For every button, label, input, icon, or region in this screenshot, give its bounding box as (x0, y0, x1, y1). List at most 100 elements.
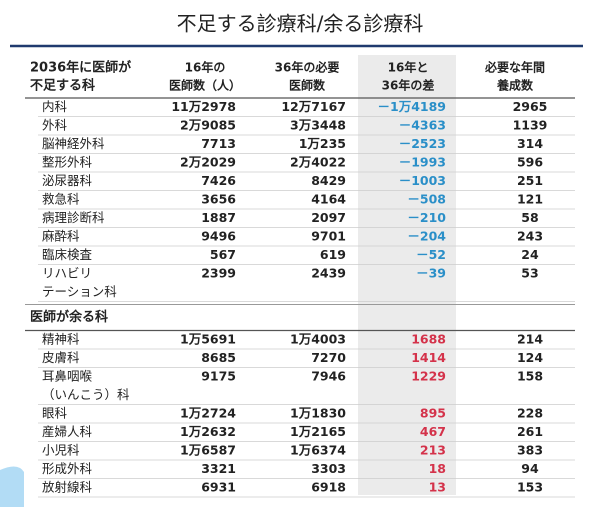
cell: －39 (416, 265, 446, 280)
row-name: テーション科 (42, 284, 117, 299)
cell: 1229 (411, 368, 446, 383)
cell: 2965 (513, 99, 548, 114)
cell: 1万235 (299, 136, 346, 151)
row-name: 眼科 (42, 405, 68, 420)
row-name: 精神科 (42, 331, 80, 346)
cell: －210 (407, 210, 446, 225)
cell: 1万2165 (290, 424, 346, 439)
cell: 214 (517, 331, 543, 346)
cell: 1万1830 (290, 405, 346, 420)
row-name: 内科 (42, 99, 68, 114)
cell: 619 (320, 247, 346, 262)
column-header: 36年の必要 (275, 60, 340, 75)
row-name: 脳神経外科 (42, 136, 105, 151)
cell: －2523 (399, 136, 446, 151)
row-name: 産婦人科 (42, 424, 93, 439)
cell: 24 (521, 247, 539, 262)
cell: 261 (517, 424, 543, 439)
cell: 9701 (311, 228, 346, 243)
column-header: 必要な年間 (484, 60, 545, 75)
cell: 153 (517, 479, 543, 494)
cell: 18 (429, 461, 446, 476)
cell: 2万4022 (290, 154, 346, 169)
cell: 243 (517, 228, 543, 243)
cell: 3303 (311, 461, 346, 476)
cell: 2097 (311, 210, 346, 225)
cell: 7713 (201, 136, 236, 151)
cell: 124 (517, 350, 543, 365)
cell: 251 (517, 173, 543, 188)
cell: 1万4003 (290, 331, 346, 346)
column-header: 36年の差 (382, 78, 435, 93)
cell: 6918 (311, 479, 346, 494)
cell: 567 (210, 247, 236, 262)
cell: 895 (420, 405, 446, 420)
column-header: 養成数 (496, 78, 534, 93)
cell: 158 (517, 368, 543, 383)
cell: 3321 (201, 461, 236, 476)
row-name: 救急科 (42, 191, 80, 206)
cell: 12万7167 (281, 99, 346, 114)
cell: 2万2029 (180, 154, 236, 169)
cell: 1万2632 (180, 424, 236, 439)
row-name: 臨床検査 (42, 247, 93, 262)
column-header: 医師数（人） (169, 78, 241, 93)
cell: 6931 (201, 479, 236, 494)
cell: －1万4189 (378, 99, 447, 114)
row-name: 耳鼻咽喉 (42, 368, 93, 383)
section-title: 不足する科 (30, 78, 95, 94)
cell: 383 (517, 442, 543, 457)
cell: 1414 (411, 350, 446, 365)
cell: 1万2724 (180, 405, 236, 420)
cell: 7270 (311, 350, 346, 365)
cell: 2439 (311, 265, 346, 280)
cell: 3656 (201, 191, 236, 206)
row-name: 放射線科 (42, 479, 93, 494)
cell: －508 (407, 191, 446, 206)
cell: 1万6587 (180, 442, 236, 457)
cell: 4164 (311, 191, 346, 206)
row-name: リハビリ (42, 265, 92, 280)
cell: 7426 (201, 173, 236, 188)
cell: 53 (521, 265, 538, 280)
decoration (0, 466, 24, 507)
cell: 2万9085 (180, 117, 236, 132)
cell: 58 (521, 210, 538, 225)
column-header: 医師数 (289, 78, 326, 93)
cell: 7946 (311, 368, 346, 383)
cell: 9175 (201, 368, 236, 383)
cell: 2399 (201, 265, 236, 280)
section-title: 2036年に医師が (30, 60, 131, 76)
column-header: 16年と (388, 60, 429, 75)
cell: 8685 (201, 350, 236, 365)
cell: 3万3448 (290, 117, 346, 132)
row-name: 泌尿器科 (42, 173, 93, 188)
row-name: （いんこう）科 (42, 387, 130, 402)
row-name: 麻酔科 (42, 228, 80, 243)
cell: 1887 (201, 210, 236, 225)
row-name: 小児科 (42, 442, 80, 457)
cell: 467 (420, 424, 446, 439)
cell: 8429 (311, 173, 346, 188)
cell: 121 (517, 191, 543, 206)
row-name: 病理診断科 (42, 210, 105, 225)
cell: －4363 (399, 117, 446, 132)
column-header: 16年の (185, 60, 226, 75)
slide-title: 不足する診療科/余る診療科 (177, 12, 424, 36)
section-title: 医師が余る科 (30, 309, 108, 325)
cell: 11万2978 (171, 99, 236, 114)
cell: －204 (407, 228, 446, 243)
cell: －52 (416, 247, 446, 262)
row-name: 皮膚科 (42, 350, 80, 365)
cell: 596 (517, 154, 543, 169)
cell: 228 (517, 405, 543, 420)
cell: 13 (429, 479, 446, 494)
row-name: 整形外科 (42, 154, 93, 169)
cell: 1万5691 (180, 331, 236, 346)
row-name: 外科 (42, 117, 68, 132)
cell: 94 (521, 461, 539, 476)
cell: 314 (517, 136, 543, 151)
cell: 1万6374 (290, 442, 346, 457)
